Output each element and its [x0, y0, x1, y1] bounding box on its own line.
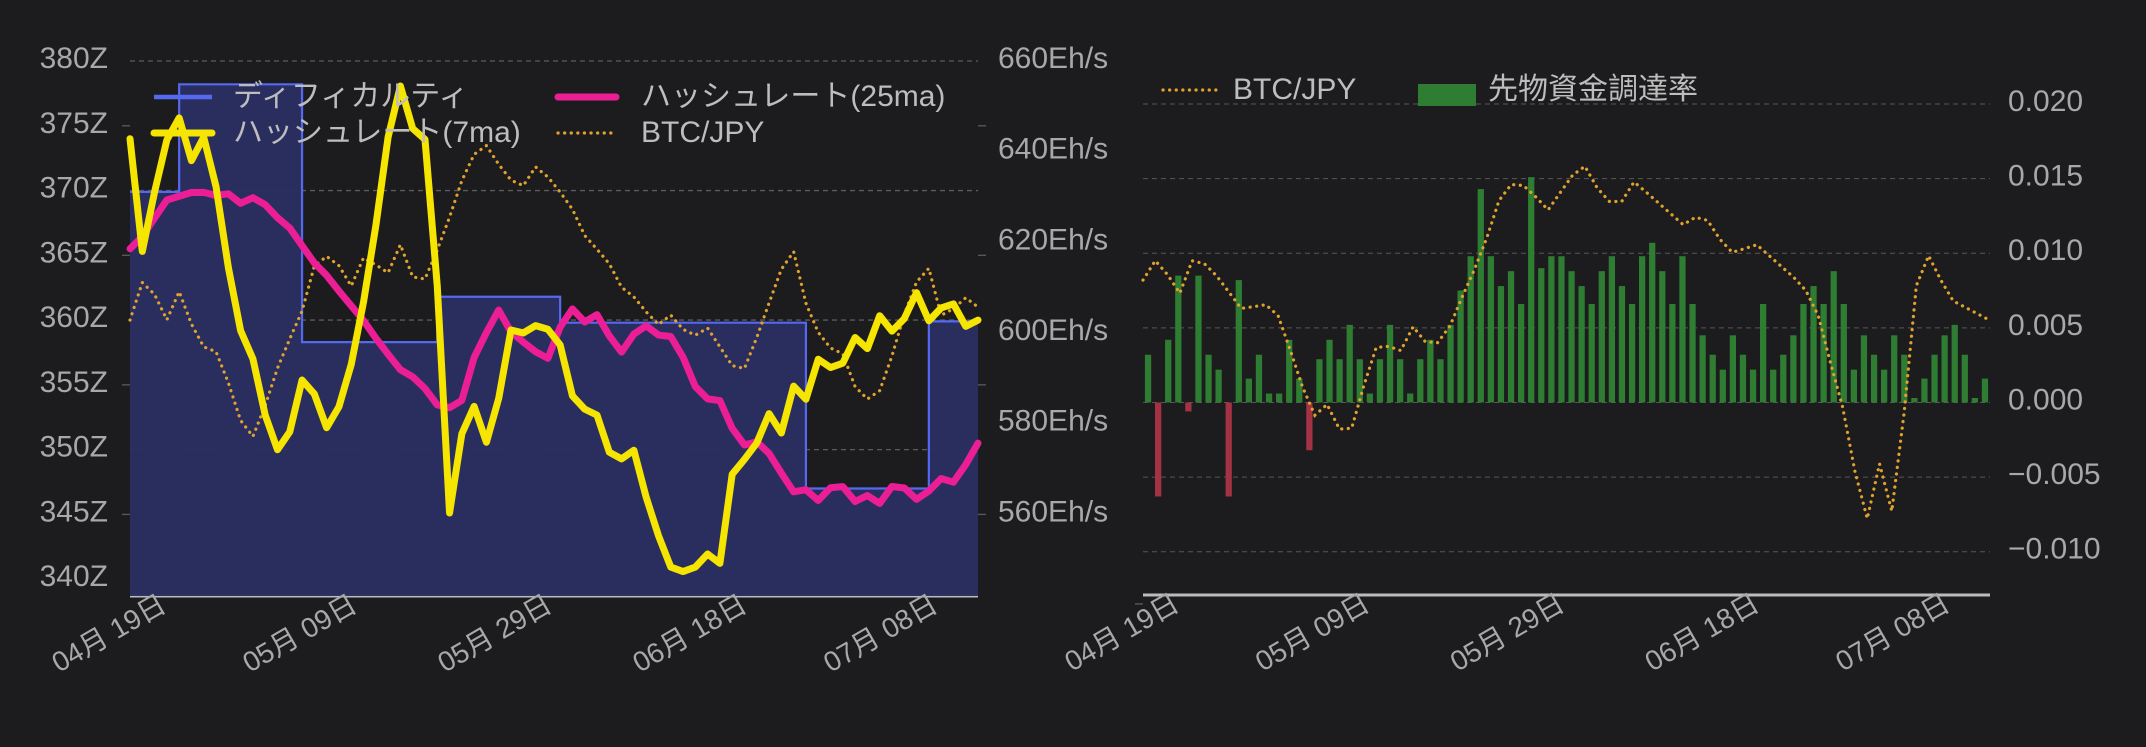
svg-text:620Eh/s: 620Eh/s — [998, 223, 1108, 256]
svg-text:600Eh/s: 600Eh/s — [998, 314, 1108, 347]
svg-text:375Z: 375Z — [40, 107, 108, 140]
svg-text:−0.010: −0.010 — [2008, 533, 2101, 566]
svg-text:360Z: 360Z — [40, 301, 108, 334]
svg-text:ディフィカルティ: ディフィカルティ — [233, 80, 469, 113]
svg-text:ハッシュレート(25ma): ハッシュレート(25ma) — [641, 80, 945, 113]
svg-text:0.010: 0.010 — [2008, 234, 2083, 267]
svg-text:350Z: 350Z — [40, 431, 108, 464]
svg-text:560Eh/s: 560Eh/s — [998, 495, 1108, 528]
svg-text:ハッシュレート(7ma): ハッシュレート(7ma) — [233, 116, 521, 149]
svg-text:660Eh/s: 660Eh/s — [998, 42, 1108, 75]
svg-text:355Z: 355Z — [40, 366, 108, 399]
svg-text:0.020: 0.020 — [2008, 85, 2083, 118]
svg-text:580Eh/s: 580Eh/s — [998, 405, 1108, 438]
svg-text:345Z: 345Z — [40, 495, 108, 528]
svg-text:380Z: 380Z — [40, 42, 108, 75]
svg-text:640Eh/s: 640Eh/s — [998, 133, 1108, 166]
svg-text:0.015: 0.015 — [2008, 160, 2083, 193]
svg-text:370Z: 370Z — [40, 172, 108, 205]
svg-text:BTC/JPY: BTC/JPY — [1233, 73, 1356, 106]
svg-text:先物資金調達率: 先物資金調達率 — [1488, 73, 1698, 106]
svg-text:340Z: 340Z — [40, 560, 108, 593]
svg-text:0.000: 0.000 — [2008, 383, 2083, 416]
svg-text:BTC/JPY: BTC/JPY — [641, 116, 764, 149]
svg-text:−0.005: −0.005 — [2008, 458, 2101, 491]
svg-text:365Z: 365Z — [40, 236, 108, 269]
svg-text:0.005: 0.005 — [2008, 309, 2083, 342]
